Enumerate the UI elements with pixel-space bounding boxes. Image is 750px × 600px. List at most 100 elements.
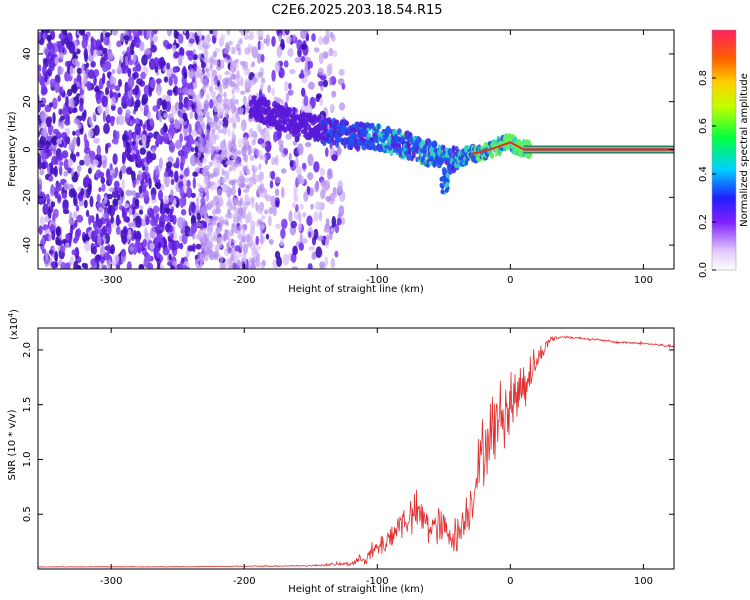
spectrogram-cell: [44, 256, 50, 267]
spectrogram-cell: [291, 266, 299, 269]
spectrogram-cell: [150, 226, 156, 239]
spectrogram-cell: [79, 104, 84, 112]
spectrogram-cell: [317, 67, 324, 76]
spectrogram-cell: [180, 208, 187, 216]
spectrogram-cell: [94, 228, 99, 236]
spectrogram-y-label: Frequency (Hz): [7, 111, 18, 187]
spectrogram-cell: [61, 150, 69, 159]
spectrogram-cell: [214, 75, 218, 86]
snr-x-tick-label: 100: [634, 576, 653, 587]
spectrogram-cell: [54, 81, 60, 94]
spectrogram-cell: [113, 180, 120, 189]
spectrogram-cell: [58, 108, 63, 116]
spectrogram-cell: [196, 115, 203, 123]
spectrogram-cell: [87, 167, 92, 175]
spectrogram-cell: [281, 218, 288, 229]
spectrogram-cell: [314, 182, 320, 193]
spectrogram-cell: [163, 122, 167, 133]
spectrogram-cell: [245, 233, 251, 243]
spectrogram-cell: [134, 105, 138, 112]
spectrogram-cell: [181, 233, 188, 245]
spectrogram-cell: [243, 188, 250, 193]
spectrogram-cell: [67, 167, 72, 174]
spectrogram-cell: [200, 197, 206, 207]
spectrogram-cell: [141, 185, 146, 193]
spectrogram-cell: [57, 121, 63, 128]
spectrogram-cell: [102, 212, 109, 220]
spectrogram-cell: [331, 154, 338, 162]
spectrogram-cell: [190, 201, 196, 214]
spectrogram-cell: [40, 161, 47, 170]
spectrogram-cell: [72, 51, 76, 60]
colorbar-tick-label: 0.4: [698, 166, 709, 182]
spectrogram-cell: [42, 64, 47, 76]
snr-frame: [37, 327, 675, 570]
spectrogram-cell: [311, 33, 316, 42]
spectrogram-cell: [273, 131, 278, 143]
spectrogram-cell: [322, 51, 329, 59]
spectrogram-cell: [270, 195, 277, 208]
spectrogram-cell: [97, 104, 102, 114]
spectrogram-cell: [175, 157, 180, 169]
spectrogram-cell: [69, 65, 74, 77]
spectrogram-cell: [40, 97, 47, 105]
spectrogram-cell: [158, 56, 166, 69]
spectrogram-cell: [300, 30, 307, 40]
spectrogram-cell: [55, 182, 60, 194]
spectrogram-cell: [242, 142, 248, 153]
ridge-cell: [397, 142, 401, 149]
spectrogram-cell: [203, 103, 208, 113]
spectrogram-cell: [174, 119, 181, 130]
spectrogram-cell: [169, 127, 176, 137]
spectrogram-cell: [131, 170, 136, 181]
spectrogram-cell: [298, 242, 304, 251]
spectrogram-cell: [341, 83, 346, 90]
spectrogram-cell: [208, 161, 213, 167]
spectrogram-cell: [224, 213, 231, 218]
spectrogram-cell: [230, 204, 236, 211]
spectrogram-cell: [125, 141, 130, 148]
spectrogram-cell: [116, 40, 122, 48]
spectrogram-cell: [78, 30, 85, 35]
spectrogram-cell: [189, 111, 194, 120]
spectrogram-y-tick-label: -20: [22, 189, 33, 205]
snr-y-multiplier: (x104): [7, 309, 20, 340]
spectrogram-cell: [179, 161, 184, 171]
spectrogram-cell: [55, 226, 62, 237]
spectrogram-cell: [205, 216, 210, 223]
spectrogram-cell: [289, 68, 296, 75]
colorbar-ticks: 0.0 0.2 0.4 0.6 0.8: [698, 70, 716, 278]
spectrogram-cell: [217, 188, 223, 198]
spectrogram-cell: [138, 263, 145, 269]
spectrogram-cell: [141, 93, 149, 105]
spectrogram-cell: [92, 246, 97, 255]
spectrogram-cell: [244, 177, 250, 183]
spectrogram-cell: [230, 46, 236, 55]
spectrogram-cell: [297, 143, 304, 156]
spectrogram-cell: [192, 54, 198, 61]
spectrogram-cell: [127, 76, 135, 89]
spectrogram-cell: [238, 107, 245, 116]
spectrogram-cell: [168, 253, 172, 261]
spectrogram-cell: [260, 142, 267, 148]
spectrogram-cell: [102, 159, 107, 169]
spectrogram-cell: [334, 223, 340, 234]
ridge-cell: [442, 171, 447, 177]
spectrogram-cell: [38, 31, 42, 42]
spectrogram-cell: [92, 159, 99, 167]
spectrogram-cell: [146, 153, 151, 165]
spectrogram-cell: [201, 236, 206, 244]
spectrogram-cell: [42, 203, 49, 215]
spectrogram-cell: [278, 67, 285, 79]
spectrogram-cell: [293, 194, 299, 203]
ridge-cell: [336, 136, 342, 143]
spectrogram-cell: [112, 153, 118, 165]
spectrogram-cell: [248, 34, 254, 41]
spectrogram-cell: [51, 155, 58, 165]
spectrogram-cell: [333, 192, 338, 198]
spectrogram-cell: [68, 98, 75, 109]
snr-line: [38, 335, 674, 568]
spectrogram-cell: [235, 58, 239, 63]
spectrogram-cell: [168, 141, 176, 153]
spectrogram-cell: [183, 167, 190, 177]
